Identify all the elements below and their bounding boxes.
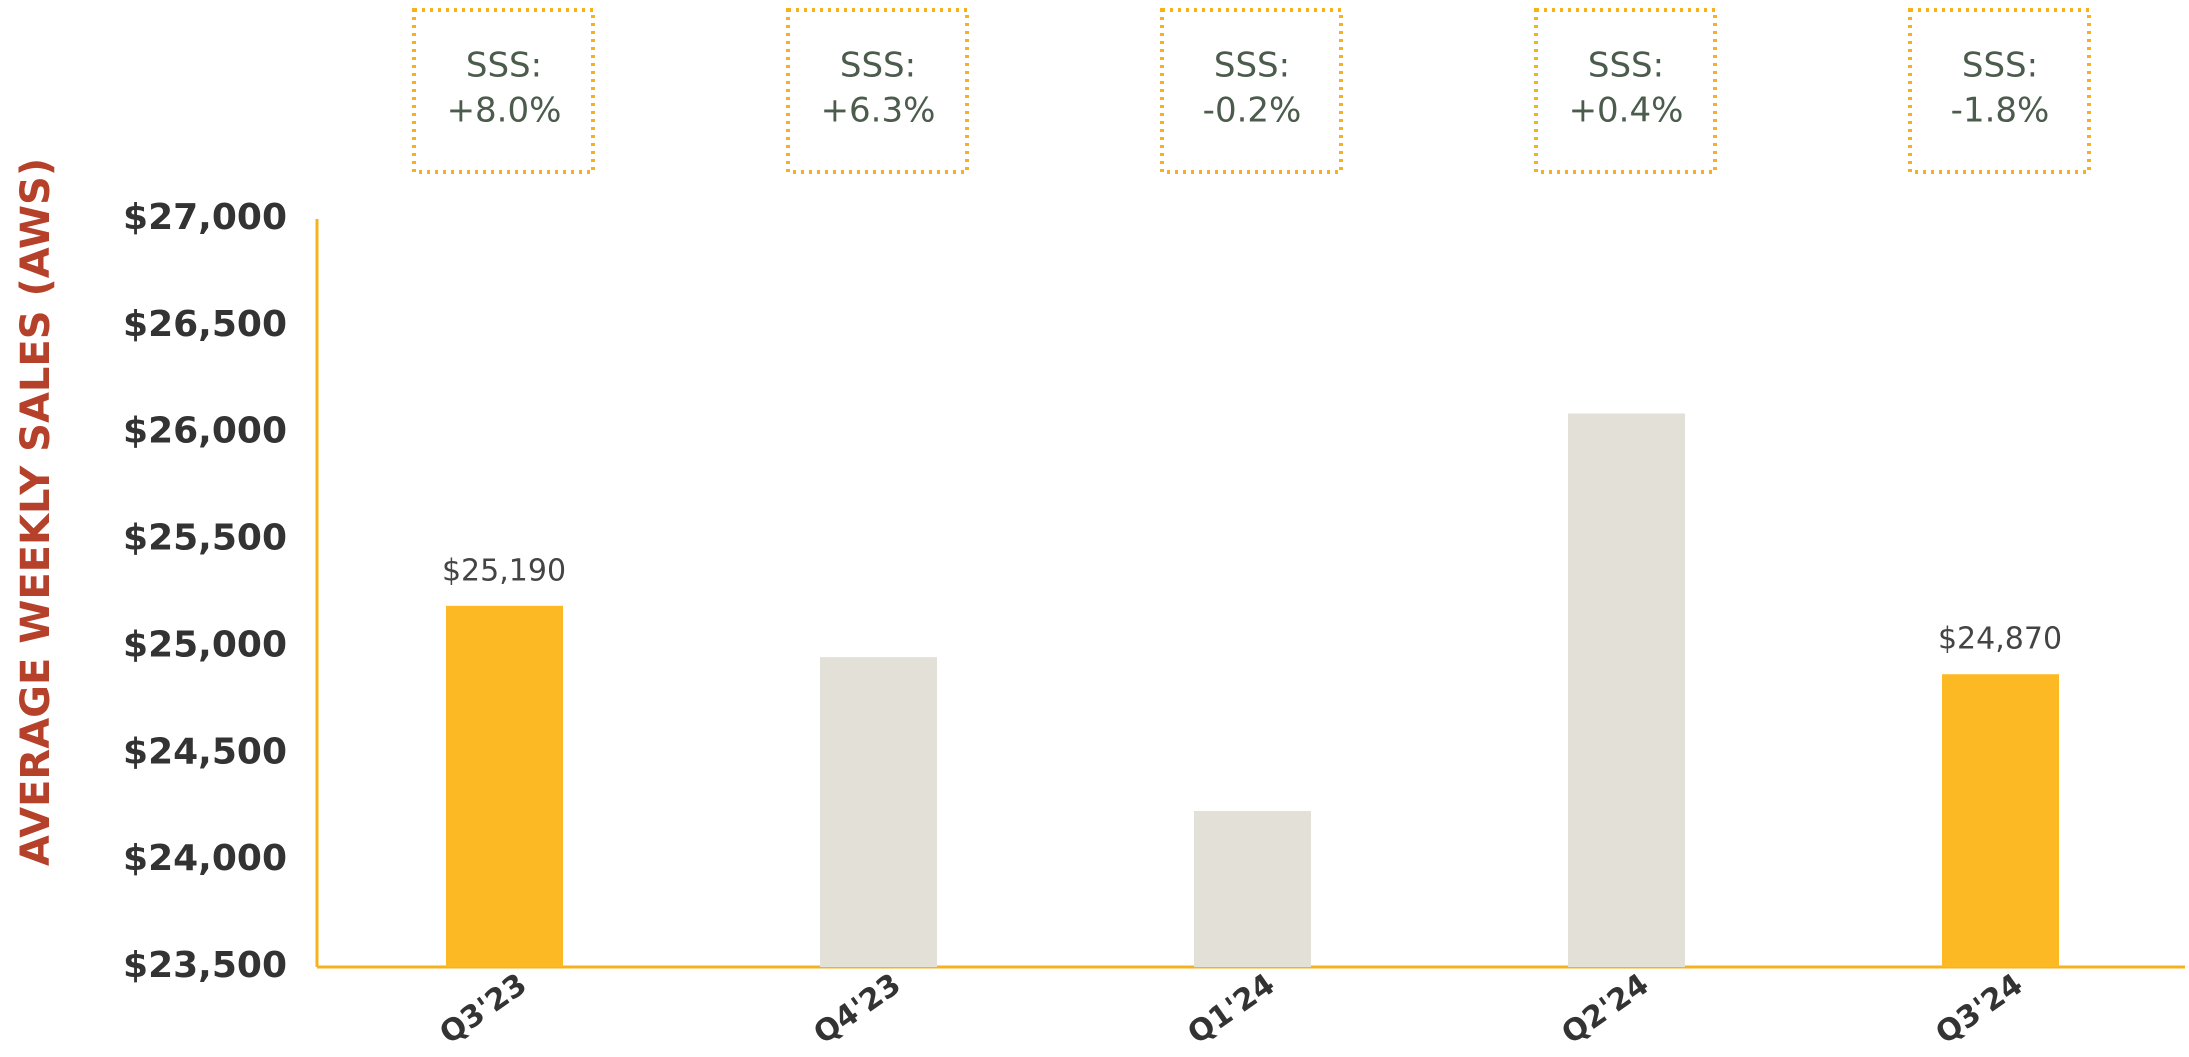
annotation-text: SSS:: [1962, 46, 2038, 86]
x-tick-label: Q4'23: [808, 967, 908, 1051]
x-tick-label: Q3'24: [1930, 967, 2030, 1051]
annotation-text: -0.2%: [1203, 91, 1302, 131]
x-tick-label: Q1'24: [1182, 967, 1282, 1051]
y-tick-label: $26,000: [123, 411, 287, 452]
bar: [1568, 413, 1685, 968]
y-tick-label: $25,500: [123, 518, 287, 559]
annotation-box: [786, 8, 969, 174]
value-label: $24,870: [1938, 622, 2062, 657]
annotation-text: +0.4%: [1569, 91, 1684, 131]
annotation-text: -1.8%: [1951, 91, 2050, 131]
y-axis-label: AVERAGE WEEKLY SALES (AWS): [13, 158, 59, 866]
y-tick-label: $25,000: [123, 624, 287, 665]
bar: [446, 605, 563, 967]
annotation-text: SSS:: [840, 46, 916, 86]
bar: [1194, 810, 1311, 967]
annotation-text: +6.3%: [821, 91, 936, 131]
value-label: $25,190: [442, 553, 566, 588]
y-tick-label: $24,500: [123, 731, 287, 772]
y-tick-label: $24,000: [123, 838, 287, 879]
y-tick-label: $26,500: [123, 304, 287, 345]
annotation-text: SSS:: [466, 46, 542, 86]
annotation-box: [412, 8, 595, 174]
annotation-text: SSS:: [1588, 46, 1664, 86]
annotation-box: [1908, 8, 2091, 174]
annotation-box: [1160, 8, 1343, 174]
annotation-text: +8.0%: [447, 91, 562, 131]
annotation-box: [1534, 8, 1717, 174]
x-tick-label: Q3'23: [434, 967, 534, 1051]
y-tick-label: $23,500: [123, 945, 287, 986]
y-tick-label: $27,000: [123, 197, 287, 238]
annotation-text: SSS:: [1214, 46, 1290, 86]
bar: [1942, 674, 2059, 967]
x-tick-label: Q2'24: [1556, 967, 1656, 1051]
bar: [820, 657, 937, 967]
